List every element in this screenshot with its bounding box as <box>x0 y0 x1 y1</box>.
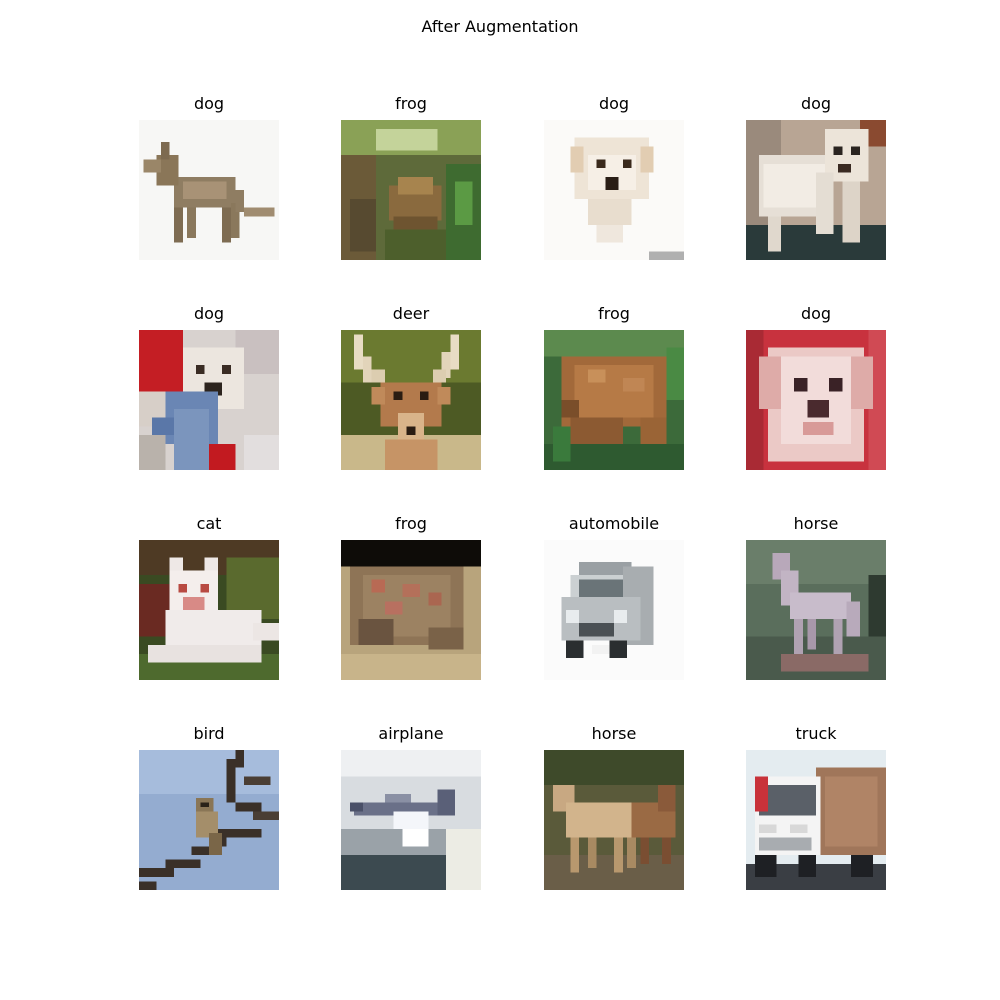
thumbnail-image <box>746 540 886 680</box>
subplot-label: cat <box>196 514 222 533</box>
subplot-label: dog <box>800 94 832 113</box>
thumbnail-image <box>341 750 481 890</box>
subplot-label: deer <box>392 304 430 323</box>
subplot-label: airplane <box>378 724 444 743</box>
thumbnail-image <box>544 540 684 680</box>
thumbnail-image <box>746 120 886 260</box>
subplot-5: dog <box>139 304 279 470</box>
thumbnail-image <box>746 750 886 890</box>
thumbnail-image <box>139 750 279 890</box>
subplot-2: frog <box>341 94 481 260</box>
subplot-label: frog <box>395 94 427 113</box>
thumbnail-image <box>746 330 886 470</box>
thumbnail-image <box>341 330 481 470</box>
subplot-label: frog <box>598 304 630 323</box>
subplot-15: horse <box>544 724 684 890</box>
subplot-11: automobile <box>544 514 684 680</box>
thumbnail-image <box>139 330 279 470</box>
subplot-label: bird <box>193 724 225 743</box>
thumbnail-image <box>544 330 684 470</box>
subplot-label: dog <box>193 304 225 323</box>
thumbnail-image <box>544 120 684 260</box>
subplot-label: horse <box>591 724 637 743</box>
thumbnail-image <box>139 540 279 680</box>
subplot-label: dog <box>800 304 832 323</box>
subplot-10: frog <box>341 514 481 680</box>
subplot-8: dog <box>746 304 886 470</box>
subplot-13: bird <box>139 724 279 890</box>
figure-title: After Augmentation <box>421 17 579 36</box>
subplot-7: frog <box>544 304 684 470</box>
subplot-4: dog <box>746 94 886 260</box>
subplot-3: dog <box>544 94 684 260</box>
subplot-12: horse <box>746 514 886 680</box>
thumbnail-image <box>341 120 481 260</box>
subplot-label: automobile <box>568 514 660 533</box>
thumbnail-image <box>341 540 481 680</box>
subplot-14: airplane <box>341 724 481 890</box>
subplot-label: dog <box>193 94 225 113</box>
subplot-label: dog <box>598 94 630 113</box>
subplot-6: deer <box>341 304 481 470</box>
subplot-label: truck <box>795 724 837 743</box>
subplot-label: horse <box>793 514 839 533</box>
thumbnail-image <box>139 120 279 260</box>
subplot-16: truck <box>746 724 886 890</box>
thumbnail-image <box>544 750 684 890</box>
subplot-1: dog <box>139 94 279 260</box>
subplot-label: frog <box>395 514 427 533</box>
subplot-9: cat <box>139 514 279 680</box>
